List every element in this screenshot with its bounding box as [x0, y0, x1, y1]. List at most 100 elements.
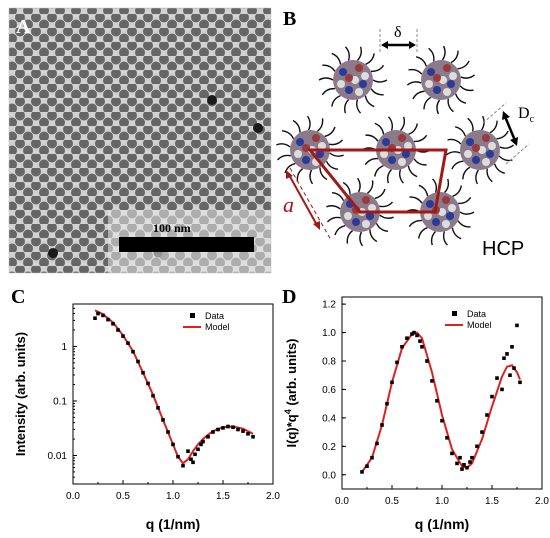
chart-d-data-point — [375, 441, 379, 446]
chart-d-xtick-label: 0.5 — [385, 496, 399, 507]
panel-a: A 100 nm — [8, 7, 272, 274]
chart-d-data-point — [412, 330, 416, 335]
chart-d-data-point — [475, 444, 479, 449]
chart-d-model-line — [361, 331, 521, 473]
chart-c-data-point — [141, 370, 145, 375]
chart-c-data-point — [161, 418, 165, 422]
chart-c-data-point — [206, 435, 210, 439]
chart-c-data-point — [93, 316, 97, 320]
delta-label: δ — [394, 24, 402, 41]
chart-c-data-point — [186, 449, 190, 453]
panel-c: C 0.0 0.5 1.0 1.5 2.0 1 0.1 0.01 Data Model q (… — [11, 286, 280, 532]
legend-d-model: Model — [467, 320, 492, 330]
chart-c-data-point — [241, 429, 245, 433]
panel-letter-c: C — [11, 286, 25, 308]
chart-d-data-point — [470, 455, 474, 460]
chart-d-data-point — [465, 465, 469, 470]
chart-d-ytick-label: 0.4 — [322, 413, 336, 424]
chart-d-data-point — [370, 455, 374, 460]
chart-d-data-point — [518, 380, 522, 385]
chart-d-ytick-label: 0.6 — [322, 385, 336, 396]
chart-d-data-point — [485, 413, 489, 417]
chart-d-data-point — [415, 333, 419, 338]
chart-d-data-point — [480, 430, 484, 434]
lattice-type-label: HCP — [482, 238, 524, 260]
chart-d-xtick-label: 1.0 — [435, 496, 449, 507]
chart-c-data-point — [101, 313, 105, 318]
ylabel-c: Intensity (arb. units) — [13, 332, 28, 456]
chart-c-data-point — [236, 427, 240, 432]
axes-c: 0.0 0.5 1.0 1.5 2.0 1 0.1 0.01 — [48, 303, 280, 502]
chart-c-data-point — [146, 381, 150, 386]
tem-image — [9, 8, 271, 273]
chart-d-ytick-label: 0.0 — [322, 470, 336, 481]
chart-c-data-point — [231, 425, 235, 429]
nanoparticle — [406, 45, 476, 115]
chart-d-data-point — [512, 366, 516, 370]
chart-d-data-point — [395, 360, 399, 365]
chart-c-xtick-label: 1.0 — [166, 491, 180, 502]
legend-c: Data Model — [183, 311, 230, 332]
chart-d-data-point — [450, 451, 454, 456]
xlabel-d: q (1/nm) — [415, 516, 469, 532]
chart-c-data-point — [199, 442, 203, 447]
chart-c-data-point — [166, 430, 170, 434]
chart-c-data-point — [96, 311, 100, 316]
ylabel-d: I(q)*q4 (arb. units) — [283, 338, 299, 447]
chart-d-data-point — [425, 359, 429, 363]
chart-c-ytick-label: 0.1 — [53, 396, 67, 407]
chart-d-data-point — [418, 339, 422, 343]
panel-letter-a: A — [16, 16, 31, 38]
panel-letter-d: D — [282, 286, 296, 308]
chart-c-data-point — [131, 349, 135, 354]
chart-c-model-line — [94, 309, 254, 465]
chart-d-ytick-label: 1.2 — [322, 300, 336, 311]
chart-c-data-point — [216, 427, 220, 432]
chart-c-ytick-label: 0.01 — [48, 451, 68, 462]
chart-c-data-point — [251, 435, 255, 439]
diameter-label: Dc — [518, 105, 535, 125]
chart-d-data-point — [515, 323, 519, 328]
chart-d-ytick-label: 0.2 — [322, 442, 336, 453]
chart-d-data-point — [462, 463, 466, 467]
chart-d-data-point — [385, 401, 389, 406]
chart-d-data-point — [365, 464, 369, 468]
scale-bar-label: 100 nm — [153, 221, 191, 235]
chart-c-data-point — [226, 424, 230, 429]
model-series-d — [361, 331, 521, 473]
chart-d-data-point — [455, 461, 459, 466]
chart-d-data-point — [445, 436, 449, 440]
chart-c-data-point — [171, 442, 175, 447]
model-series-c — [94, 309, 254, 465]
chart-d-data-point — [495, 376, 499, 380]
panel-b: B δ Dc a HCP — [276, 8, 535, 260]
chart-c-data-point — [111, 322, 115, 326]
chart-d-data-point — [505, 352, 509, 356]
xlabel-c: q (1/nm) — [146, 516, 200, 532]
chart-c-data-point — [121, 334, 125, 338]
chart-c-data-point — [151, 393, 155, 398]
chart-c-data-point — [211, 430, 215, 434]
legend-d-data: Data — [467, 309, 486, 319]
chart-c-data-point — [189, 457, 193, 462]
chart-d-data-point — [390, 380, 394, 385]
chart-c-data-point — [136, 359, 140, 364]
chart-c-data-point — [156, 406, 160, 410]
chart-d-data-point — [440, 418, 444, 423]
nanoparticle — [445, 115, 515, 185]
chart-d-data-point — [510, 345, 514, 349]
chart-c-data-point — [221, 426, 225, 430]
chart-d-data-point — [360, 470, 364, 474]
chart-d-data-point — [380, 423, 384, 427]
chart-d-data-point — [430, 379, 434, 383]
chart-d-data-point — [460, 467, 464, 471]
data-series-c — [93, 311, 255, 468]
chart-d-ytick-label: 0.8 — [322, 357, 336, 368]
chart-d-ytick-label: 1.0 — [322, 328, 336, 339]
panel-letter-b: B — [283, 8, 296, 30]
chart-c-xtick-label: 1.5 — [216, 491, 230, 502]
panel-d: D 0.0 0.5 1.0 1.5 2.0 0.0 0.2 0.4 0.6 0.8 1.0 1.2 D… — [282, 286, 549, 532]
legend-c-data: Data — [205, 311, 224, 321]
chart-d-data-point — [458, 455, 462, 460]
